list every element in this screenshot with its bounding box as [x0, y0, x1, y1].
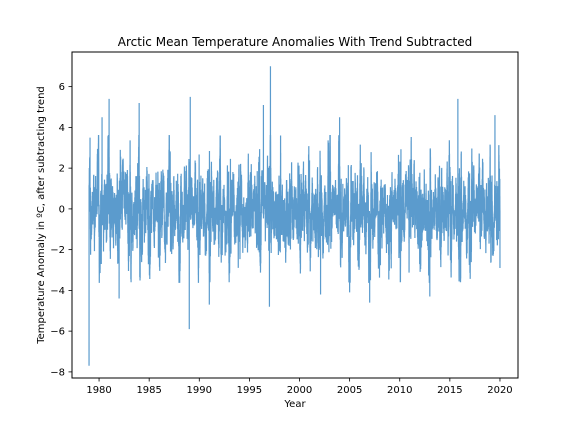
y-tick-label: −4 — [50, 286, 65, 297]
axes-frame — [71, 51, 519, 379]
y-axis-label: Temperature Anomaly in ºC, after subtrac… — [36, 86, 47, 345]
y-tick-label: −2 — [50, 245, 65, 256]
x-tick-label: 2020 — [487, 385, 512, 396]
x-tick-label: 1990 — [187, 385, 212, 396]
y-tick-label: 0 — [59, 204, 65, 215]
x-tick-label: 2015 — [437, 385, 462, 396]
x-tick-label: 1985 — [136, 385, 161, 396]
x-tick-label: 2000 — [287, 385, 312, 396]
y-tick-label: −6 — [50, 327, 65, 338]
y-tick-label: 4 — [59, 123, 65, 134]
y-tick-label: 6 — [59, 82, 65, 93]
chart-title: Arctic Mean Temperature Anomalies With T… — [118, 35, 472, 49]
x-tick-label: 1980 — [86, 385, 111, 396]
x-axis-label: Year — [283, 399, 306, 410]
x-tick-label: 2010 — [387, 385, 412, 396]
x-axis: 1980 1985 1990 1995 2000 2005 2010 2015 2020 — [86, 378, 513, 396]
y-axis: −8 −6 −4 −2 0 2 4 6 — [50, 82, 72, 378]
temperature-anomaly-line — [88, 66, 501, 366]
y-tick-label: 2 — [59, 164, 65, 175]
x-tick-label: 1995 — [237, 385, 262, 396]
plot-area — [88, 66, 501, 366]
y-tick-label: −8 — [50, 367, 65, 378]
x-tick-label: 2005 — [337, 385, 362, 396]
